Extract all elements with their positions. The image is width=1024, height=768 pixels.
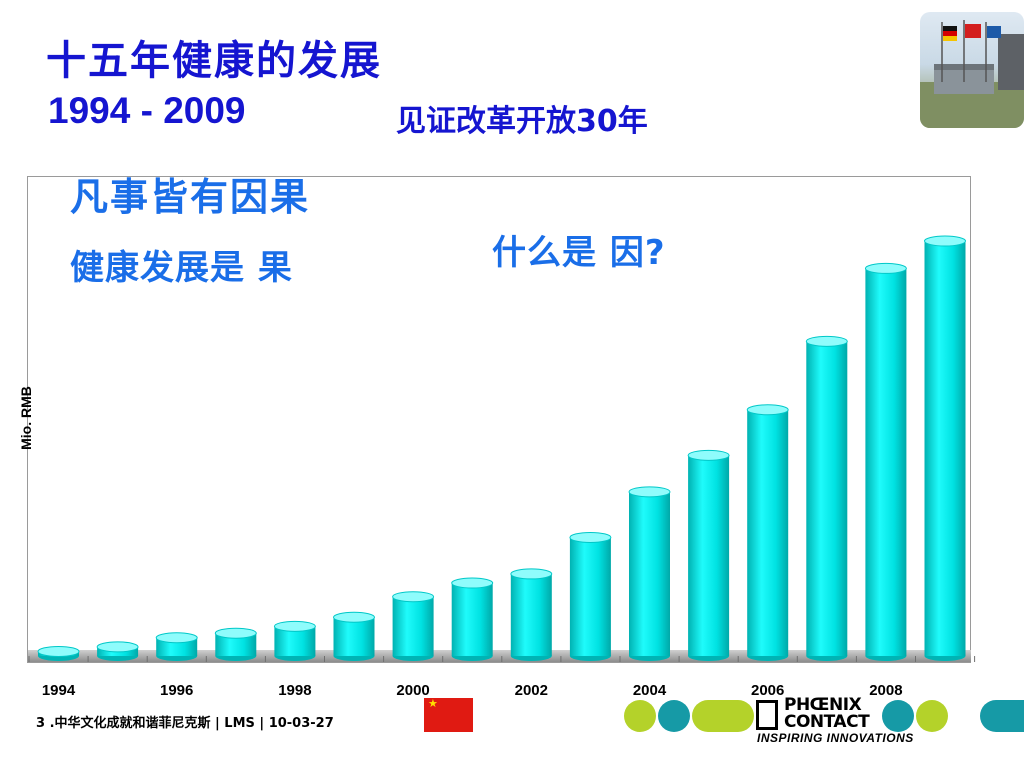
bar-body	[865, 268, 907, 656]
annotation-cause-effect: 凡事皆有因果	[70, 175, 311, 219]
logo-line1: PHŒNIX	[784, 695, 862, 715]
headquarters-photo	[920, 12, 1024, 128]
footer-text: 3 .中华文化成就和谐菲尼克斯 | LMS | 10-03-27	[36, 716, 334, 731]
bar-cap	[628, 486, 671, 498]
bar-body	[215, 633, 257, 656]
x-tick-label: 1998	[278, 682, 311, 699]
teal-dot-icon	[882, 700, 914, 732]
flag-star-icon: ★	[428, 698, 438, 710]
phoenix-contact-logo: PHŒNIX CONTACT	[784, 695, 870, 732]
phoenix-logo-icon	[756, 700, 778, 730]
bar-2001	[451, 577, 494, 661]
bar-body	[806, 341, 848, 656]
green-bar-icon	[692, 700, 754, 732]
slide-subtitle: 见证改革开放30年	[396, 104, 648, 139]
x-tick-label: 2006	[751, 682, 784, 699]
bar-2005	[687, 449, 730, 661]
bar-cap	[392, 591, 435, 603]
bar-body	[392, 596, 434, 656]
bar-cap	[687, 449, 730, 461]
bar-cap	[155, 632, 198, 644]
bar-cap	[864, 262, 907, 274]
x-tick-label: 1994	[42, 682, 76, 699]
bar-body	[569, 537, 611, 656]
x-tick-label: 2004	[633, 682, 667, 699]
bar-cap	[273, 620, 316, 632]
bar-2003	[569, 531, 612, 661]
bar-2000	[392, 591, 435, 661]
bar-cap	[333, 611, 375, 623]
bar-body	[747, 409, 789, 656]
bar-cap	[451, 577, 494, 589]
slide-title: 十五年健康的发展	[46, 38, 382, 84]
bar-1997	[214, 627, 257, 661]
green-dot-icon	[916, 700, 948, 732]
chart-floor	[28, 650, 976, 662]
slide-years: 1994 - 2009	[48, 90, 246, 131]
bar-body	[333, 617, 375, 656]
logo-line2: CONTACT	[784, 712, 870, 732]
bar-cap	[37, 645, 80, 657]
bar-cap	[510, 568, 553, 580]
teal-dot-icon	[658, 700, 690, 732]
teal-bar-icon	[980, 700, 1024, 732]
bar-2007	[805, 335, 848, 661]
bar-body	[629, 491, 670, 656]
x-tick-label: 1996	[160, 682, 193, 699]
bar-1994	[37, 645, 80, 661]
bar-1998	[273, 620, 316, 661]
bar-cap	[96, 641, 139, 653]
bar-2006	[746, 404, 789, 661]
bar-2008	[864, 262, 907, 661]
bar-body	[688, 455, 730, 656]
bar-cap	[805, 335, 848, 347]
x-tick-label: 2000	[396, 682, 429, 699]
green-dot-icon	[624, 700, 656, 732]
x-tick-label: 2002	[515, 682, 548, 699]
china-flag-icon: ★	[424, 698, 473, 732]
bar-2002	[510, 568, 553, 661]
bar-2009	[924, 235, 966, 661]
x-tick-label: 2008	[869, 682, 902, 699]
chart-frame	[27, 176, 971, 663]
bar-cap	[569, 531, 612, 543]
bar-1999	[333, 611, 375, 661]
bar-body	[924, 241, 966, 657]
bar-body	[510, 573, 552, 656]
bar-1995	[96, 641, 139, 661]
y-axis-label: Mio. RMB	[18, 386, 34, 450]
annotation-what-is-cause: 什么是 因?	[492, 233, 666, 273]
annotation-development-is-effect: 健康发展是 果	[70, 248, 293, 288]
bar-cap	[214, 627, 257, 639]
headquarters-photo-drawing	[920, 20, 1024, 128]
logo-tagline: INSPIRING INNOVATIONS	[757, 731, 914, 745]
bar-cap	[924, 235, 966, 247]
bar-2004	[628, 486, 671, 661]
bar-1996	[155, 632, 198, 661]
bar-cap	[746, 404, 789, 416]
bar-body	[451, 583, 493, 656]
